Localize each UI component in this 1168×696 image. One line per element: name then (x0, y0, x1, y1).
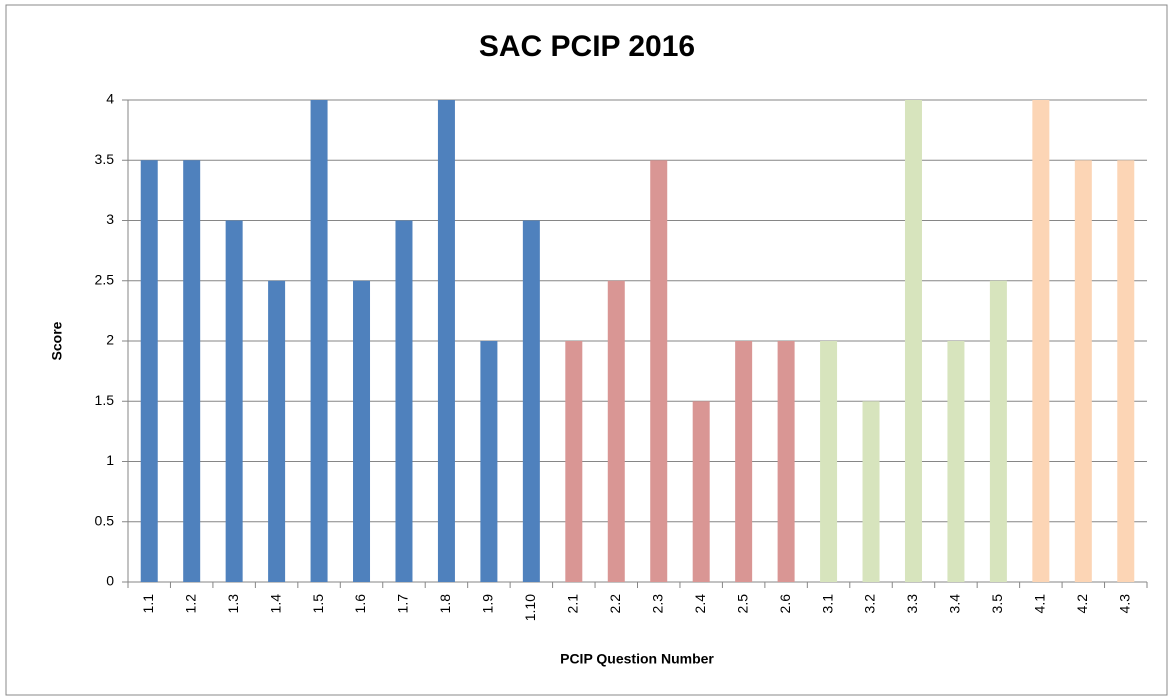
bar (395, 220, 413, 582)
chart-title: SAC PCIP 2016 (479, 30, 695, 63)
y-tick-label: 2 (106, 332, 114, 348)
bar (565, 341, 583, 582)
y-axis-title: Score (49, 321, 65, 360)
y-tick-label: 0.5 (95, 512, 115, 528)
x-tick-label: 3.4 (947, 594, 963, 614)
x-tick-label: 2.6 (777, 594, 793, 614)
y-tick-label: 2.5 (95, 271, 115, 287)
y-tick-label: 3.5 (95, 151, 115, 167)
x-axis-title: PCIP Question Number (560, 651, 714, 667)
x-tick-label: 1.6 (352, 594, 368, 614)
y-tick-label: 3 (106, 211, 114, 227)
x-tick-label: 4.1 (1032, 594, 1048, 614)
bar (183, 160, 201, 582)
x-tick-label: 3.5 (989, 594, 1005, 614)
x-tick-label: 2.1 (565, 594, 581, 614)
bar (650, 160, 668, 582)
x-tick-label: 1.3 (225, 594, 241, 614)
x-tick-label: 1.8 (437, 594, 453, 614)
x-tick-label: 1.7 (395, 594, 411, 614)
bar (353, 280, 371, 582)
bar (735, 341, 753, 582)
x-tick-label: 2.3 (649, 594, 665, 614)
x-tick-label: 1.10 (522, 594, 538, 621)
bar (607, 280, 625, 582)
y-tick-label: 1 (106, 452, 114, 468)
bar (904, 100, 922, 582)
x-tick-label: 1.1 (140, 594, 156, 614)
x-tick-label: 3.3 (904, 594, 920, 614)
bar (437, 100, 455, 582)
bar (140, 160, 158, 582)
bar (947, 341, 965, 582)
x-tick-label: 3.1 (819, 594, 835, 614)
bar (225, 220, 243, 582)
bar (1074, 160, 1092, 582)
bar (480, 341, 498, 582)
x-tick-label: 4.2 (1074, 594, 1090, 614)
bar (777, 341, 795, 582)
y-tick-label: 0 (106, 573, 114, 589)
bar (692, 401, 710, 582)
bar (862, 401, 880, 582)
x-tick-label: 4.3 (1116, 594, 1132, 614)
bar (1032, 100, 1050, 582)
y-tick-label: 4 (106, 91, 114, 107)
bar (268, 280, 286, 582)
bar (1117, 160, 1135, 582)
x-tick-label: 3.2 (862, 594, 878, 614)
x-tick-label: 1.5 (310, 594, 326, 614)
x-tick-label: 1.4 (267, 594, 283, 614)
bar (522, 220, 540, 582)
bar (310, 100, 328, 582)
y-tick-label: 1.5 (95, 392, 115, 408)
bar (989, 280, 1007, 582)
x-tick-label: 1.9 (480, 594, 496, 614)
x-tick-label: 1.2 (182, 594, 198, 614)
x-tick-label: 2.2 (607, 594, 623, 614)
x-tick-label: 2.4 (692, 594, 708, 614)
x-tick-label: 2.5 (734, 594, 750, 614)
bar (820, 341, 838, 582)
